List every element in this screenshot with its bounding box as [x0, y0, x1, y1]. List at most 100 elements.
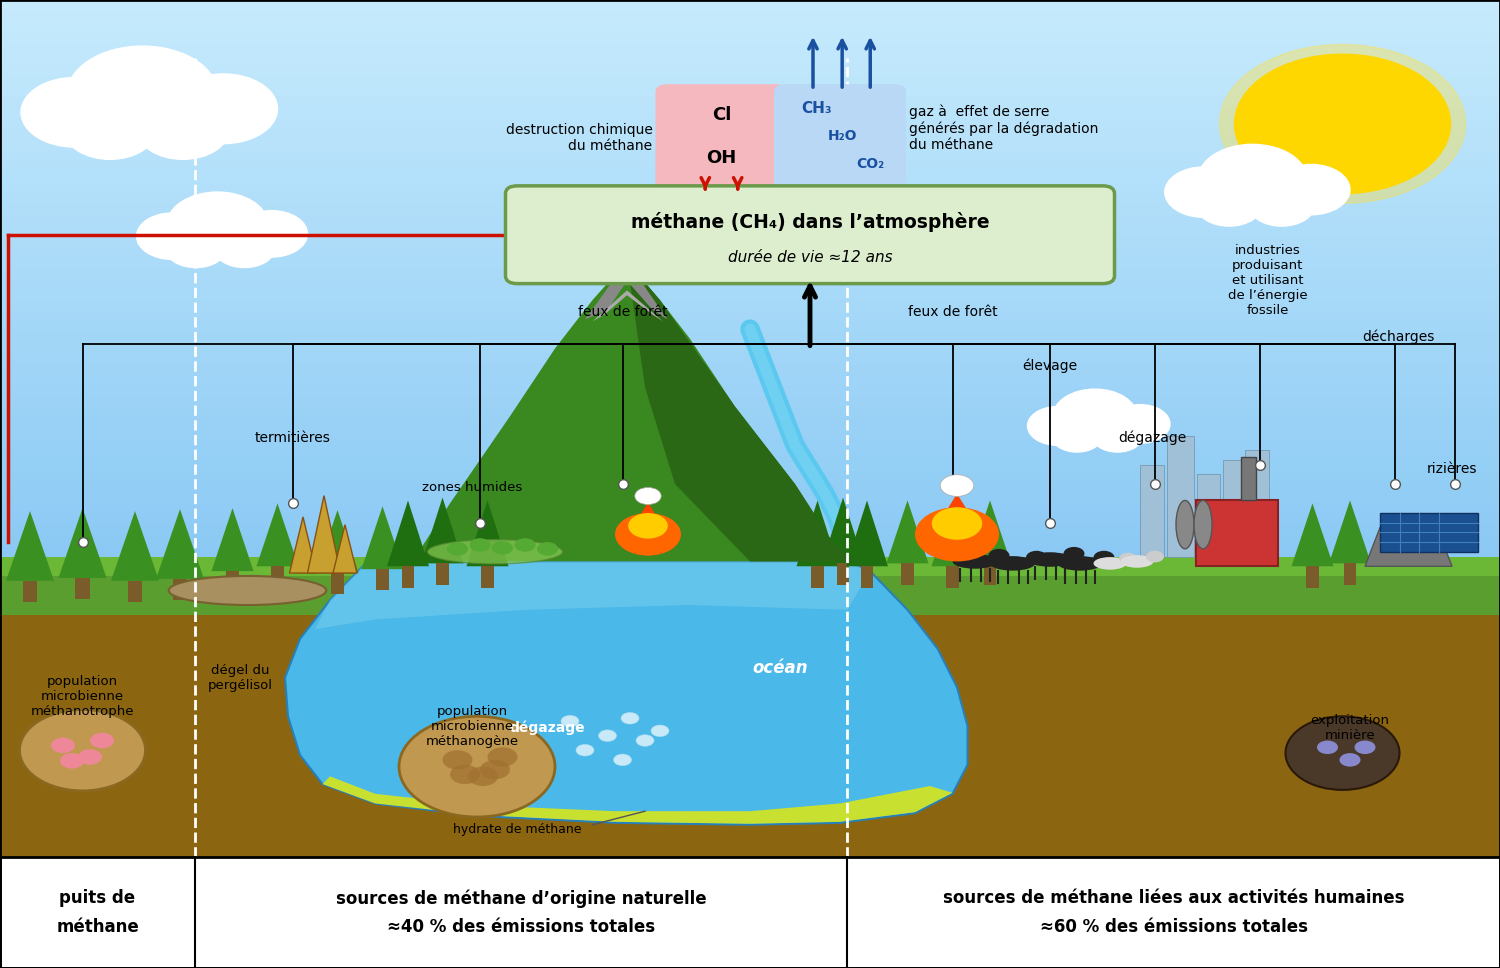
- Circle shape: [51, 738, 75, 753]
- Bar: [0, 793, 1500, 803]
- Circle shape: [915, 507, 999, 561]
- Text: destruction chimique
du méthane: destruction chimique du méthane: [506, 123, 652, 153]
- Text: dégazage: dégazage: [510, 721, 585, 735]
- Circle shape: [236, 211, 308, 257]
- Polygon shape: [6, 511, 54, 581]
- Bar: [0, 311, 1500, 321]
- Text: ≈40 % des émissions totales: ≈40 % des émissions totales: [387, 919, 656, 936]
- Circle shape: [1286, 716, 1400, 790]
- Bar: [0, 482, 1500, 493]
- Bar: [128, 581, 142, 602]
- Bar: [902, 563, 914, 585]
- Circle shape: [492, 541, 513, 555]
- Circle shape: [60, 753, 84, 769]
- Bar: [0, 64, 1500, 75]
- Bar: [0, 353, 1500, 364]
- Bar: [0, 225, 1500, 235]
- Circle shape: [90, 733, 114, 748]
- Bar: [0, 611, 1500, 621]
- Bar: [1167, 436, 1194, 557]
- Circle shape: [488, 747, 518, 767]
- Bar: [0, 300, 1500, 311]
- Polygon shape: [886, 500, 928, 563]
- Polygon shape: [592, 290, 663, 321]
- Circle shape: [21, 77, 129, 147]
- Bar: [1140, 465, 1164, 557]
- Circle shape: [136, 213, 209, 259]
- Bar: [0, 717, 1500, 728]
- Circle shape: [1248, 183, 1316, 227]
- Bar: [0, 375, 1500, 385]
- Circle shape: [932, 507, 982, 540]
- Bar: [0, 503, 1500, 514]
- Text: élevage: élevage: [1023, 358, 1077, 373]
- Bar: [0, 107, 1500, 118]
- Bar: [0, 728, 1500, 739]
- Bar: [0, 385, 1500, 396]
- Ellipse shape: [1120, 556, 1154, 567]
- Bar: [0, 578, 1500, 589]
- Ellipse shape: [168, 576, 327, 605]
- Polygon shape: [58, 508, 106, 578]
- Circle shape: [561, 715, 579, 727]
- Bar: [0, 632, 1500, 643]
- Polygon shape: [333, 525, 357, 573]
- Bar: [0, 557, 1500, 576]
- Bar: [436, 563, 448, 585]
- Bar: [0, 97, 1500, 107]
- Circle shape: [470, 538, 490, 552]
- Circle shape: [514, 538, 535, 552]
- Bar: [0, 760, 1500, 771]
- Polygon shape: [211, 508, 254, 571]
- Bar: [861, 566, 873, 588]
- Polygon shape: [290, 517, 316, 573]
- Text: exploitation
minière: exploitation minière: [1311, 714, 1389, 741]
- Bar: [376, 569, 388, 590]
- Text: population
microbienne
méthanotrophe: population microbienne méthanotrophe: [30, 676, 135, 718]
- Text: feux de forêt: feux de forêt: [908, 306, 998, 319]
- Text: méthane: méthane: [56, 919, 140, 936]
- Circle shape: [68, 46, 218, 143]
- Bar: [0, 589, 1500, 599]
- Bar: [1344, 563, 1356, 585]
- Bar: [0, 567, 1500, 578]
- Bar: [0, 471, 1500, 482]
- Bar: [0, 43, 1500, 53]
- Bar: [0, 268, 1500, 279]
- Bar: [0, 493, 1500, 503]
- Polygon shape: [285, 561, 968, 825]
- Bar: [0, 193, 1500, 203]
- Text: CH₃: CH₃: [801, 101, 831, 116]
- Bar: [0, 321, 1500, 332]
- Bar: [0, 32, 1500, 43]
- Circle shape: [468, 767, 498, 786]
- Text: industries
produisant
et utilisant
de l’énergie
fossile: industries produisant et utilisant de l’…: [1227, 244, 1308, 318]
- Polygon shape: [822, 498, 864, 563]
- Bar: [0, 739, 1500, 749]
- Bar: [0, 171, 1500, 182]
- Bar: [0, 279, 1500, 289]
- Polygon shape: [585, 261, 668, 319]
- Circle shape: [1220, 45, 1466, 203]
- Polygon shape: [627, 261, 855, 561]
- Circle shape: [988, 549, 1010, 562]
- Bar: [0, 771, 1500, 782]
- Circle shape: [78, 749, 102, 765]
- Circle shape: [1234, 54, 1450, 194]
- Circle shape: [1092, 419, 1143, 452]
- Polygon shape: [634, 502, 662, 524]
- Bar: [0, 21, 1500, 32]
- Ellipse shape: [1094, 558, 1126, 569]
- Bar: [0, 599, 1500, 611]
- Bar: [0, 749, 1500, 760]
- Polygon shape: [362, 506, 404, 569]
- Circle shape: [1028, 407, 1088, 445]
- Circle shape: [537, 542, 558, 556]
- Bar: [1245, 450, 1269, 557]
- Polygon shape: [422, 498, 464, 563]
- Bar: [1240, 457, 1256, 500]
- Bar: [402, 566, 414, 588]
- Circle shape: [636, 735, 654, 746]
- Bar: [0, 53, 1500, 64]
- Polygon shape: [156, 509, 204, 579]
